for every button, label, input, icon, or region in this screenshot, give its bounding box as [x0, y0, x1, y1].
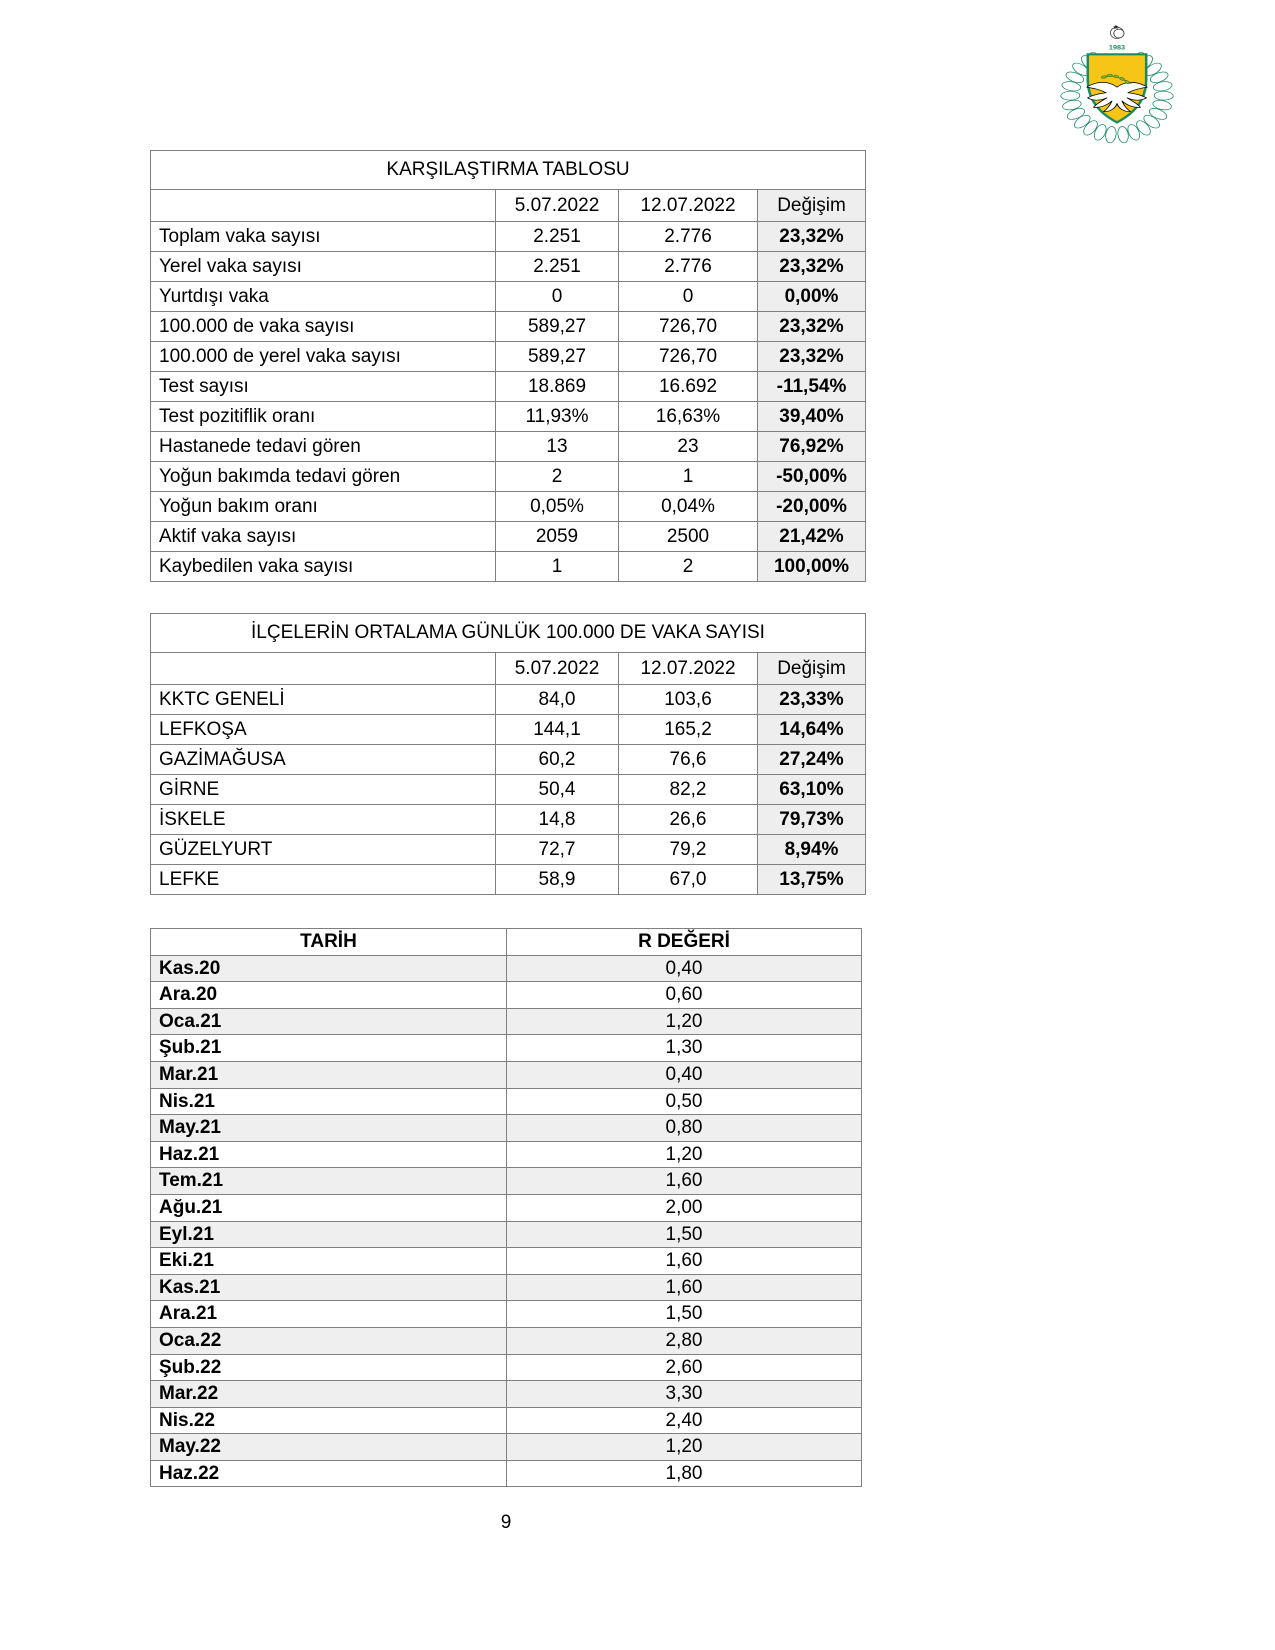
svg-text:1983: 1983: [1109, 45, 1125, 51]
